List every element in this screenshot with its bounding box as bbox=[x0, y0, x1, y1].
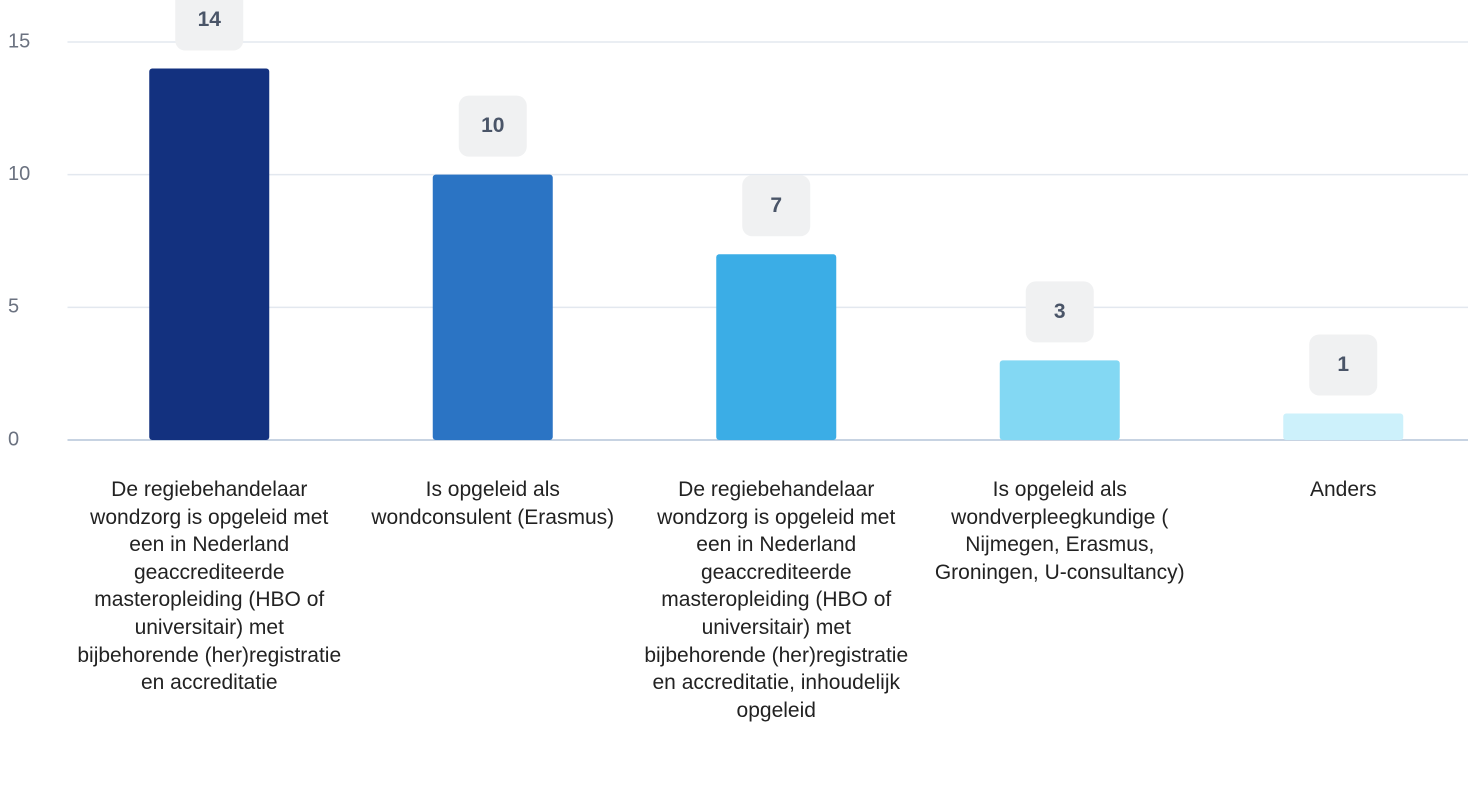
x-tick-label: Is opgeleid als wondconsulent (Erasmus) bbox=[371, 478, 615, 529]
y-tick-label: 5 bbox=[8, 296, 19, 318]
bar bbox=[1283, 413, 1404, 440]
bar bbox=[999, 360, 1120, 440]
value-label-box bbox=[1309, 334, 1378, 396]
bar bbox=[432, 174, 553, 440]
value-label-box bbox=[175, 0, 244, 51]
value-label: 3 bbox=[1054, 300, 1066, 323]
x-tick-label: Anders bbox=[1309, 478, 1377, 501]
value-label-box bbox=[1025, 281, 1094, 343]
bar bbox=[149, 68, 270, 441]
value-label-box bbox=[458, 95, 527, 157]
y-tick-label: 10 bbox=[8, 163, 30, 185]
value-label: 10 bbox=[481, 114, 504, 137]
value-label: 1 bbox=[1337, 353, 1349, 376]
x-tick-label: De regiebehandelaar wondzorg is opgeleid… bbox=[77, 478, 342, 695]
y-tick-label: 15 bbox=[8, 30, 30, 52]
value-label: 14 bbox=[198, 8, 222, 31]
x-tick-label: De regiebehandelaar wondzorg is opgeleid… bbox=[644, 478, 909, 722]
y-tick-label: 0 bbox=[8, 428, 19, 450]
bar bbox=[716, 254, 837, 440]
value-label-box bbox=[742, 175, 811, 237]
x-tick-label: Is opgeleid als wondverpleegkundige ( Ni… bbox=[934, 478, 1185, 584]
value-label: 7 bbox=[770, 194, 782, 217]
